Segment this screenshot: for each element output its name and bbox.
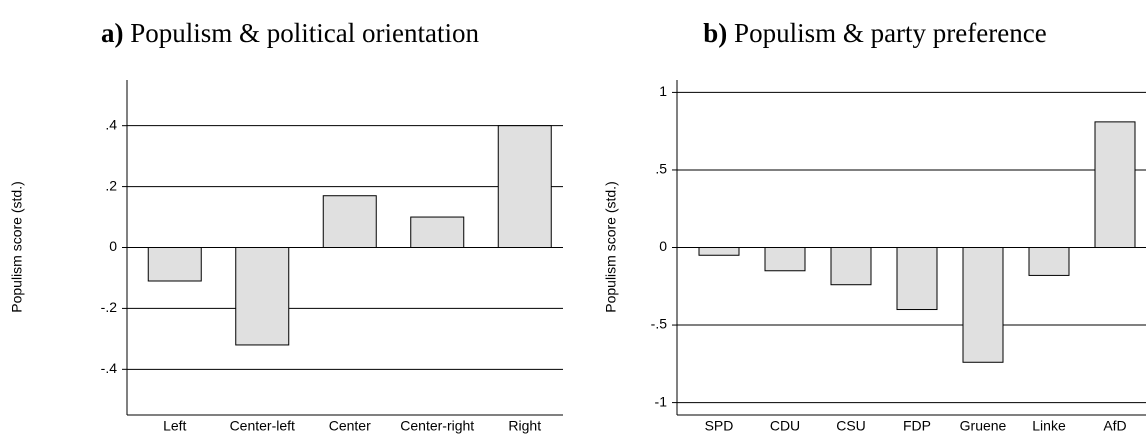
- x-tick-label: Right: [508, 418, 541, 434]
- title-text: Populism & party preference: [734, 18, 1047, 48]
- y-tick-label: .4: [105, 116, 117, 132]
- x-tick-label: Center-left: [230, 418, 295, 434]
- x-tick-label: Left: [163, 418, 186, 434]
- bar: [698, 247, 740, 256]
- y-tick-label: 1: [659, 83, 667, 99]
- y-tick-label: -1: [655, 393, 668, 409]
- bar: [962, 247, 1004, 363]
- y-tick-label: -.4: [101, 360, 118, 376]
- bar: [830, 247, 872, 286]
- panel-label: b): [703, 18, 727, 48]
- x-tick-label: CDU: [770, 418, 800, 434]
- chart-title: a) Populism & political orientation: [101, 18, 479, 48]
- bar: [764, 247, 806, 272]
- chart-title: b) Populism & party preference: [703, 18, 1046, 48]
- x-tick-label: Linke: [1032, 418, 1066, 434]
- bar: [322, 195, 377, 249]
- bar: [410, 216, 465, 249]
- bar: [147, 247, 202, 282]
- x-tick-label: CSU: [836, 418, 866, 434]
- x-tick-label: Center-right: [400, 418, 474, 434]
- x-tick-label: SPD: [705, 418, 734, 434]
- y-tick-label: 0: [659, 238, 667, 254]
- y-axis-label: Populism score (std.): [603, 181, 619, 312]
- y-axis-label: Populism score (std.): [9, 181, 25, 312]
- x-tick-label: AfD: [1103, 418, 1126, 434]
- y-tick-label: 0: [109, 238, 117, 254]
- bar: [235, 247, 290, 346]
- bar: [1094, 121, 1136, 248]
- y-tick-label: -.2: [101, 299, 118, 315]
- y-tick-label: .2: [105, 177, 117, 193]
- bar: [1028, 247, 1070, 276]
- bar: [896, 247, 938, 311]
- x-tick-label: FDP: [903, 418, 931, 434]
- panel-label: a): [101, 18, 124, 48]
- y-tick-label: -.5: [651, 316, 668, 332]
- x-tick-label: Gruene: [960, 418, 1007, 434]
- title-text: Populism & political orientation: [130, 18, 479, 48]
- x-tick-label: Center: [329, 418, 371, 434]
- y-tick-label: .5: [655, 161, 667, 177]
- bar: [497, 125, 552, 248]
